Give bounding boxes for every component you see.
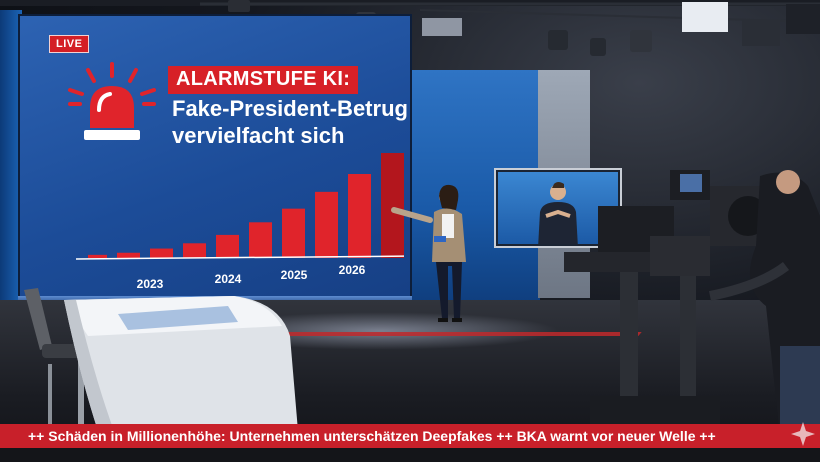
anchor-desk [64,296,298,431]
ticker-text: ++ Schäden in Millionenhöhe: Unternehmen… [28,428,716,444]
headline-line-1: Fake-President-Betrug [172,96,408,121]
chart-bar-1 [117,252,140,258]
presenter-figure [391,184,466,322]
chart-bar-5 [249,222,272,258]
screen-presenter-figure [538,182,578,244]
headline-tag: ALARMSTUFE KI: [168,66,359,94]
chart-bar-9 [381,153,404,258]
bottom-band [0,448,820,462]
headline-line-2: vervielfacht sich [172,123,345,148]
chart-bar-6 [282,208,305,258]
chart-bar-7 [315,191,338,258]
chart-bar-0 [88,254,107,258]
chart-x-axis [75,255,404,260]
chart-tick-label-2026: 2026 [339,263,366,277]
chart-bar-4 [216,234,239,258]
chart-tick-label-2025: 2025 [281,268,308,282]
chart-bar-8 [348,174,371,258]
chart-tick-label-2023: 2023 [137,277,164,291]
chart-bar-2 [150,248,173,258]
left-blue-wall [0,10,22,350]
alarm-siren-icon [68,62,156,140]
bar-chart: 2023 2024 2025 2026 [75,153,404,291]
chart-bar-3 [183,243,206,258]
chart-tick-label-2024: 2024 [215,272,242,286]
live-badge: LIVE [49,35,90,53]
studio-camera-rig [564,170,820,436]
star-logo-icon [791,422,815,446]
news-ticker: ++ Schäden in Millionenhöhe: Unternehmen… [0,424,820,448]
